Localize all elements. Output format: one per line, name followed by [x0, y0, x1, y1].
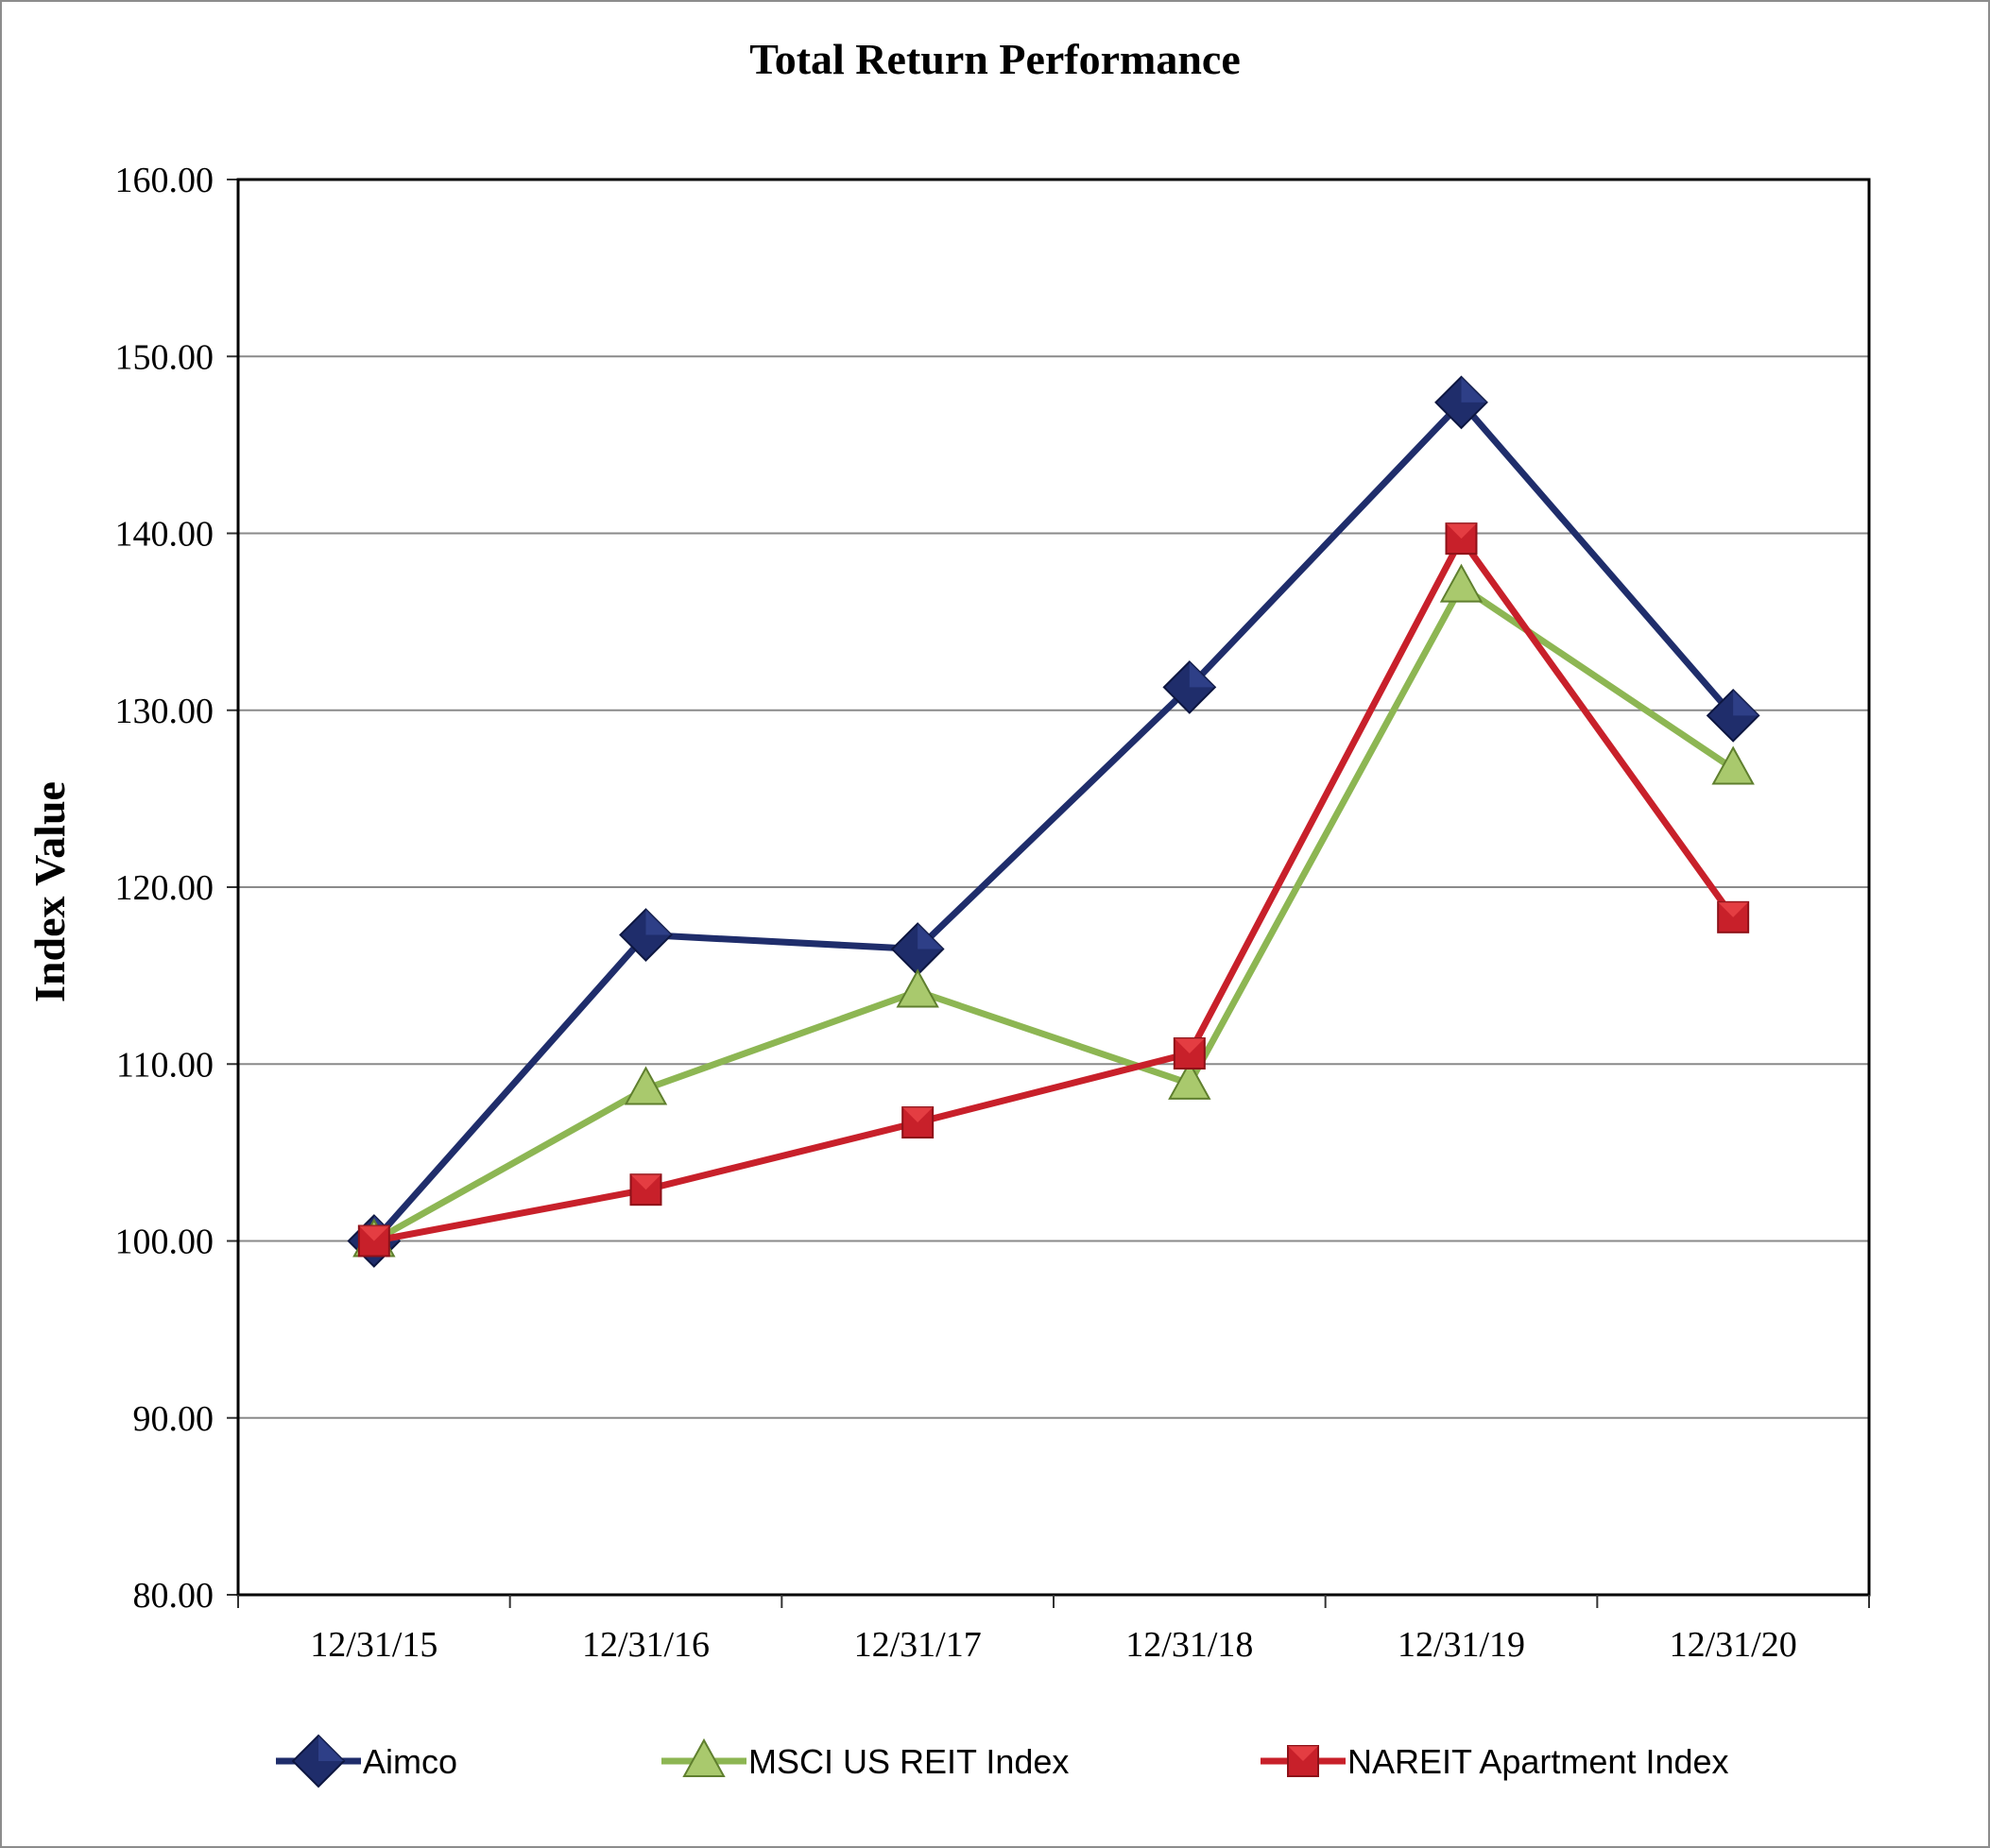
x-tick-label: 12/31/17 — [854, 1625, 982, 1665]
data-point — [901, 1106, 935, 1139]
series-line — [373, 535, 1737, 1244]
y-axis-label: Index Value — [26, 781, 74, 1002]
data-point — [1706, 688, 1760, 743]
data-point — [1445, 522, 1478, 556]
gridlines — [238, 179, 1869, 1419]
data-point — [624, 1066, 668, 1105]
data-point — [890, 922, 945, 976]
marker-highlight — [1461, 376, 1487, 402]
data-point — [1173, 1037, 1206, 1070]
marker-highlight — [1733, 690, 1759, 716]
marker-highlight — [1718, 901, 1749, 917]
y-tick-label: 100.00 — [115, 1223, 214, 1262]
data-point — [619, 908, 673, 962]
legend-item: NAREIT Apartment Index — [1261, 1742, 1729, 1781]
axes — [227, 178, 1871, 1608]
marker-highlight — [318, 1736, 344, 1761]
marker-highlight — [1288, 1746, 1318, 1761]
x-tick-label: 12/31/19 — [1398, 1625, 1525, 1665]
marker-highlight — [630, 1174, 661, 1190]
marker-shape — [1168, 1060, 1211, 1100]
series-aimco — [347, 375, 1760, 1268]
data-point — [1717, 900, 1750, 933]
marker-shape — [624, 1066, 668, 1105]
data-point — [629, 1173, 662, 1206]
series-nareit-apartment-index — [357, 522, 1750, 1258]
x-tick-label: 12/31/18 — [1125, 1625, 1253, 1665]
legend-label: Aimco — [363, 1742, 457, 1781]
marker-shape — [896, 968, 939, 1008]
legend-marker — [291, 1734, 346, 1788]
marker-highlight — [902, 1107, 934, 1123]
series-msci-us-reit-index — [352, 563, 1755, 1258]
marker-highlight — [645, 909, 672, 935]
data-point — [1439, 563, 1484, 603]
y-tick-label: 150.00 — [115, 337, 214, 377]
chart-title: Total Return Performance — [749, 35, 1241, 83]
y-tick-label: 130.00 — [115, 692, 214, 731]
legend-marker — [682, 1737, 726, 1777]
legend-item: Aimco — [276, 1734, 457, 1788]
marker-highlight — [1174, 1038, 1205, 1054]
y-tick-labels: 80.00 90.00 100.00 110.00 120.00 130.00 140.00… — [115, 161, 214, 1616]
x-tick-label: 12/31/15 — [310, 1625, 437, 1665]
x-tick-labels: 12/31/15 12/31/16 12/31/17 12/31/18 12/31/19… — [310, 1625, 1796, 1665]
data-point — [357, 1224, 390, 1258]
data-point — [1434, 375, 1488, 430]
marker-shape — [1711, 745, 1755, 785]
y-tick-label: 120.00 — [115, 868, 214, 908]
legend-label: NAREIT Apartment Index — [1347, 1742, 1729, 1781]
y-tick-label: 80.00 — [133, 1576, 214, 1616]
series-line — [372, 583, 1736, 1244]
y-tick-label: 110.00 — [116, 1045, 214, 1085]
data-point — [1162, 659, 1217, 714]
series-line — [371, 399, 1736, 1243]
series — [347, 375, 1760, 1268]
data-point — [1711, 745, 1755, 785]
marker-highlight — [1446, 523, 1477, 539]
x-tick-label: 12/31/16 — [582, 1625, 710, 1665]
legend-item: MSCI US REIT Index — [661, 1737, 1069, 1781]
data-point — [896, 968, 939, 1008]
marker-shape — [1439, 563, 1484, 603]
data-point — [1168, 1060, 1211, 1100]
y-tick-label: 160.00 — [115, 161, 214, 200]
marker-highlight — [918, 923, 944, 950]
marker-highlight — [358, 1225, 389, 1241]
marker-highlight — [1189, 661, 1215, 688]
y-tick-label: 140.00 — [115, 515, 214, 555]
x-tick-label: 12/31/20 — [1670, 1625, 1797, 1665]
y-tick-label: 90.00 — [133, 1399, 214, 1439]
legend-label: MSCI US REIT Index — [748, 1742, 1069, 1781]
marker-shape — [682, 1737, 726, 1777]
legend-marker — [1287, 1745, 1319, 1777]
legend: Aimco MSCI US REIT Index NAREIT Apartment … — [276, 1734, 1729, 1788]
